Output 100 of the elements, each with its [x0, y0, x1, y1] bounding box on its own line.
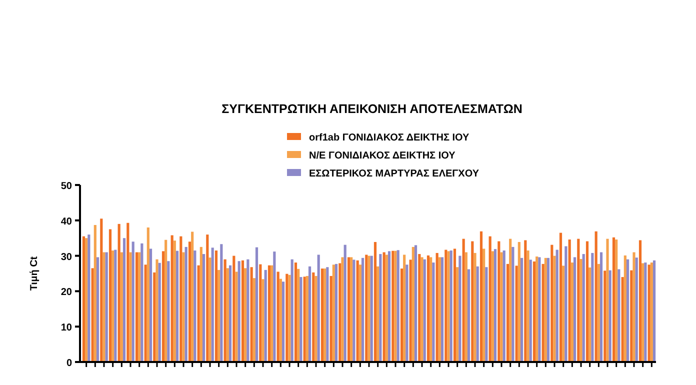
bar	[447, 251, 450, 362]
bar	[626, 259, 630, 362]
bar	[314, 276, 318, 362]
bar	[532, 261, 536, 362]
bar	[112, 250, 114, 362]
bar	[570, 262, 574, 362]
bar	[394, 250, 397, 362]
bar	[418, 254, 421, 362]
bar	[158, 262, 161, 362]
bar	[582, 254, 585, 362]
bar	[542, 264, 544, 362]
bar	[126, 222, 130, 362]
bar	[317, 254, 320, 362]
bar	[228, 265, 232, 362]
bar	[312, 272, 315, 362]
bar	[608, 270, 612, 362]
bar	[450, 250, 452, 362]
bar	[476, 266, 479, 362]
bar	[650, 262, 653, 362]
bar	[485, 267, 488, 362]
y-tick-label: 10	[60, 322, 72, 334]
bar	[526, 250, 530, 362]
bar	[652, 260, 656, 362]
bar	[224, 259, 226, 362]
bar	[252, 278, 256, 362]
bar	[344, 244, 346, 362]
bar	[562, 266, 565, 362]
bar	[200, 246, 202, 362]
bar	[458, 256, 462, 362]
bar	[214, 250, 218, 362]
bar	[423, 259, 426, 362]
bar	[453, 248, 456, 362]
bar	[580, 258, 582, 362]
bar	[211, 248, 214, 362]
y-tick-label: 40	[60, 216, 72, 228]
bar	[94, 225, 96, 362]
bar	[559, 232, 562, 362]
legend-label: Ν/Ε ΓΟΝΙΔΙΑΚΟΣ ΔΕΙΚΤΗΣ ΙΟΥ	[309, 150, 456, 162]
bar	[114, 250, 117, 362]
bar	[471, 241, 474, 362]
bar	[132, 242, 134, 362]
bar	[597, 264, 600, 362]
bar	[420, 257, 424, 362]
bar	[262, 279, 264, 362]
bar	[644, 262, 647, 362]
bar	[118, 224, 120, 362]
bar	[376, 266, 380, 362]
bar	[156, 259, 158, 362]
bar	[144, 264, 147, 362]
bar	[509, 238, 512, 362]
bar	[591, 252, 594, 362]
bar	[294, 262, 298, 362]
bar	[356, 260, 359, 362]
bar	[594, 231, 598, 362]
bar	[238, 261, 240, 362]
bar	[474, 252, 476, 362]
y-axis-title: Τιμή Ct	[29, 256, 40, 291]
bar	[149, 248, 152, 362]
bar	[282, 282, 285, 362]
bar	[392, 250, 394, 362]
bar	[546, 258, 550, 362]
bar	[102, 252, 106, 362]
bar	[135, 252, 138, 362]
bar	[246, 259, 250, 362]
bar	[85, 238, 88, 362]
bar	[241, 260, 244, 362]
bar	[208, 258, 212, 362]
bar	[440, 257, 444, 362]
bar	[630, 270, 633, 362]
bar	[529, 260, 532, 362]
bar	[550, 244, 554, 362]
bar	[515, 266, 518, 362]
bar	[586, 241, 589, 362]
bar	[615, 240, 618, 362]
bar	[352, 260, 356, 362]
bar	[194, 250, 196, 362]
bar	[358, 264, 362, 362]
chart-title: ΣΥΓΚΕΝΤΡΩΤΙΚΗ ΑΠΕΙΚΟΝΙΣΗ ΑΠΟΤΕΛΕΣΜΑΤΩΝ	[222, 102, 522, 116]
bar	[573, 257, 576, 362]
bar	[621, 277, 624, 362]
bar	[300, 277, 302, 362]
bar	[518, 242, 520, 362]
bar	[467, 269, 470, 362]
bar	[556, 250, 558, 362]
bar	[324, 268, 326, 362]
bar	[553, 256, 556, 362]
bar	[341, 257, 344, 362]
bar	[500, 252, 503, 362]
bar	[334, 264, 338, 362]
bar	[365, 254, 368, 362]
bar	[191, 232, 194, 362]
bar	[618, 269, 620, 362]
legend-label: orf1ab ΓΟΝΙΔΙΑΚΟΣ ΔΕΙΚΤΗΣ ΙΟΥ	[309, 132, 470, 144]
bar	[220, 244, 223, 362]
bar	[426, 255, 430, 362]
bar	[385, 254, 388, 362]
bar	[297, 268, 300, 362]
bar	[108, 229, 112, 362]
bar	[273, 252, 276, 362]
bar	[488, 236, 492, 362]
